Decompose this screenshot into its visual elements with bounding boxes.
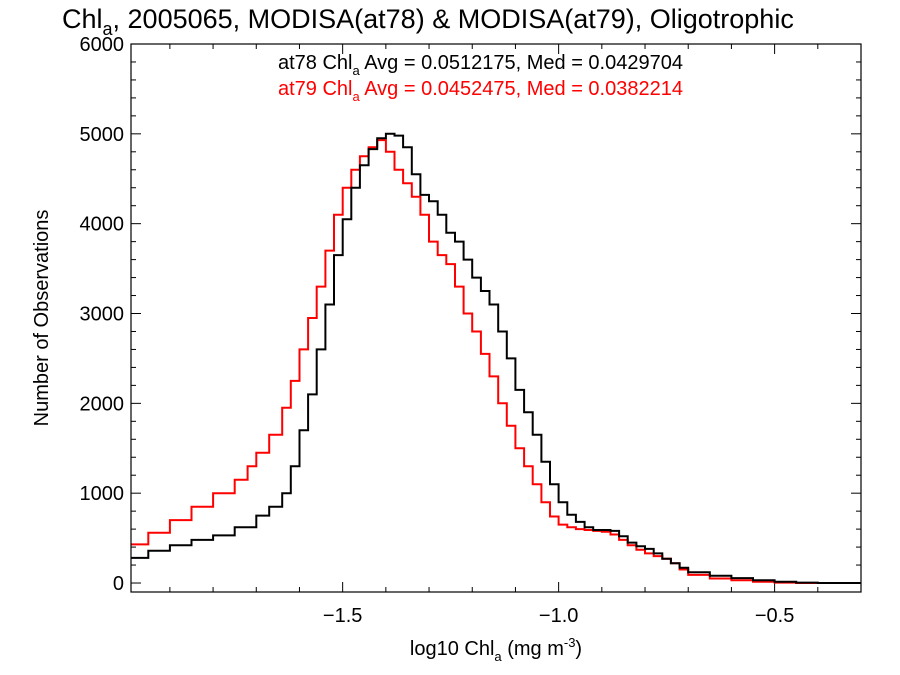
y-tick-label: 5000: [80, 124, 125, 146]
plot-frame: [130, 43, 862, 593]
y-tick-label: 0: [113, 573, 124, 595]
series-layer: [131, 132, 861, 584]
x-tick-label: −1.5: [323, 605, 362, 627]
x-axis-label: log10 Chla (mg m-3): [410, 635, 582, 664]
y-tick-label: 2000: [80, 393, 125, 415]
series-stats-at78: at78 Chla Avg = 0.0512175, Med = 0.04297…: [278, 52, 683, 78]
y-tick-label: 3000: [80, 304, 125, 326]
y-tick-label: 6000: [80, 34, 125, 56]
y-axis-label: Number of Observations: [31, 210, 53, 427]
series-line-at78: [131, 132, 861, 584]
series-line-at79: [131, 139, 861, 584]
tick-labels: −1.5 −1.0 −0.5 0 1000 2000 3000 4000 5000 6000: [80, 34, 795, 627]
series-stats-at79: at79 Chla Avg = 0.0452475, Med = 0.03822…: [278, 78, 683, 104]
y-tick-label: 4000: [80, 214, 125, 236]
y-tick-label: 1000: [80, 483, 125, 505]
x-tick-label: −0.5: [755, 605, 794, 627]
x-tick-label: −1.0: [539, 605, 578, 627]
chart-title: Chla, 2005065, MODISA(at78) & MODISA(at7…: [62, 4, 794, 39]
